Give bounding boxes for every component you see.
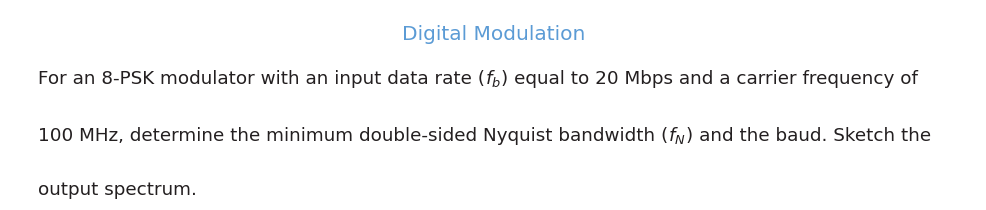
Text: ) and the baud. Sketch the: ) and the baud. Sketch the: [685, 127, 930, 145]
Text: $\mathit{f}_N$: $\mathit{f}_N$: [668, 125, 685, 146]
Text: output spectrum.: output spectrum.: [38, 181, 196, 199]
Text: Digital Modulation: Digital Modulation: [401, 25, 585, 44]
Text: ) equal to 20 Mbps and a carrier frequency of: ) equal to 20 Mbps and a carrier frequen…: [501, 70, 917, 88]
Text: For an 8-PSK modulator with an input data rate (: For an 8-PSK modulator with an input dat…: [38, 70, 484, 88]
Text: $\mathit{f}_b$: $\mathit{f}_b$: [484, 68, 501, 89]
Text: 100 MHz, determine the minimum double-sided Nyquist bandwidth (: 100 MHz, determine the minimum double-si…: [38, 127, 668, 145]
